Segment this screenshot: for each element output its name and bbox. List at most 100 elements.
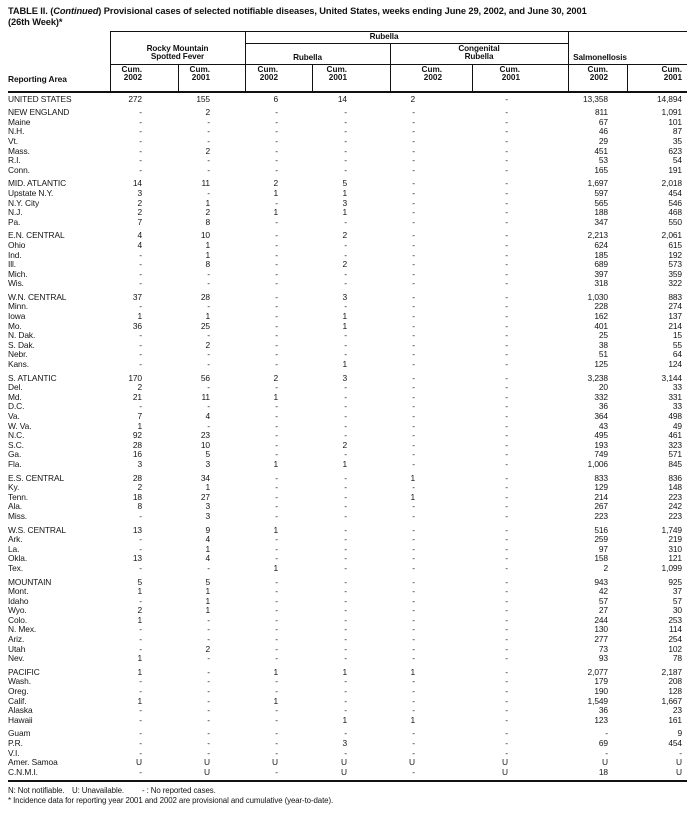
value-cell: - — [275, 728, 278, 739]
value-cell: - — [344, 491, 347, 502]
value-cell: - — [275, 216, 278, 227]
value-cell: 2 — [137, 605, 142, 616]
value-cell: - — [412, 259, 415, 270]
reporting-area-cell: MOUNTAIN — [8, 576, 52, 587]
value-cell: 3 — [205, 458, 210, 469]
value-cell: 1 — [273, 695, 278, 706]
value-cell: 359 — [668, 268, 682, 279]
value-cell: - — [139, 339, 142, 350]
value-cell: - — [344, 391, 347, 402]
value-cell: - — [344, 449, 347, 460]
value-cell: - — [207, 349, 210, 360]
value-cell: - — [207, 301, 210, 312]
value-cell: - — [344, 472, 347, 483]
value-cell: - — [412, 291, 415, 302]
table-row: Minn. - - - - - - 228 274 — [8, 302, 687, 312]
value-cell: - — [275, 107, 278, 118]
reporting-area-cell: UNITED STATES — [8, 93, 72, 104]
value-cell: - — [412, 216, 415, 227]
table-row: Mo. 36 25 - 1 - - 401 214 — [8, 320, 687, 332]
value-cell: - — [344, 116, 347, 127]
value-cell: 11 — [201, 391, 211, 402]
value-cell: - — [344, 382, 347, 393]
value-cell: 4 — [205, 553, 210, 564]
value-cell: 833 — [594, 472, 608, 483]
reporting-area-cell: Idaho — [8, 595, 29, 606]
value-cell: - — [505, 411, 508, 421]
value-cell: 1 — [205, 605, 210, 616]
value-cell: 36 — [132, 320, 142, 331]
value-cell: - — [207, 126, 210, 137]
value-cell: - — [207, 747, 210, 758]
value-cell: 51 — [598, 349, 608, 360]
value-cell: 28 — [132, 439, 142, 450]
table-row: Amer. Samoa U U U U U U U U — [8, 758, 687, 768]
value-cell: - — [207, 676, 210, 687]
value-cell: - — [207, 164, 210, 175]
reporting-area-cell: Guam — [8, 728, 31, 739]
value-cell: - — [412, 401, 415, 412]
value-cell: - — [275, 311, 278, 322]
value-cell: - — [344, 330, 347, 341]
value-cell: - — [344, 728, 347, 739]
value-cell: U — [272, 757, 278, 768]
value-cell: 11 — [201, 178, 211, 189]
reporting-area-cell: N. Dak. — [8, 330, 36, 341]
value-cell: 8 — [137, 501, 142, 512]
value-cell: - — [344, 339, 347, 350]
value-cell: 318 — [594, 278, 608, 289]
value-cell: 1 — [273, 562, 278, 573]
value-cell: 322 — [668, 278, 682, 289]
value-cell: - — [275, 249, 278, 260]
vertical-rule — [472, 63, 473, 91]
group-salmonellosis-label: Salmonellosis — [573, 52, 627, 62]
value-cell: - — [139, 595, 142, 606]
value-cell: 49 — [672, 420, 682, 431]
title-week-line: (26th Week)* — [8, 16, 63, 27]
value-cell: - — [207, 155, 210, 166]
table-row: Iowa 1 1 - 1 - - 162 137 — [8, 311, 687, 322]
value-cell: - — [505, 714, 508, 725]
value-cell: - — [275, 320, 278, 331]
value-cell: 1 — [205, 197, 210, 208]
value-cell: - — [344, 524, 347, 535]
value-cell: - — [412, 766, 415, 777]
value-cell: - — [344, 278, 347, 289]
value-cell: - — [412, 164, 415, 175]
reporting-area-cell: N.H. — [8, 126, 25, 137]
value-cell: 3,144 — [661, 372, 683, 383]
reporting-area-cell: Amer. Samoa — [8, 757, 58, 768]
value-cell: - — [207, 135, 210, 146]
value-cell: - — [505, 391, 508, 402]
reporting-area-cell: Ky. — [8, 482, 20, 493]
value-cell: - — [505, 178, 508, 189]
value-cell: 223 — [594, 510, 608, 521]
value-cell: 1,549 — [587, 695, 609, 706]
value-cell: 6 — [273, 93, 278, 104]
value-cell: 30 — [672, 605, 682, 616]
value-cell: - — [412, 155, 415, 166]
value-cell: 2 — [137, 482, 142, 493]
reporting-area-cell: NEW ENGLAND — [8, 107, 70, 118]
value-cell: - — [505, 349, 508, 360]
reporting-area-cell: Mo. — [8, 320, 22, 331]
table-row: Vt. - - - - - - 29 35 — [8, 135, 687, 147]
value-cell: 3 — [205, 501, 210, 512]
value-cell: - — [505, 458, 508, 469]
value-cell: 73 — [598, 643, 608, 654]
value-cell: 1 — [137, 586, 142, 597]
value-cell: U — [502, 757, 508, 768]
value-cell: 347 — [594, 216, 608, 227]
value-cell: - — [207, 634, 210, 645]
value-cell: - — [275, 135, 278, 146]
value-cell: 267 — [594, 501, 608, 512]
value-cell: - — [505, 311, 508, 322]
value-cell: - — [344, 145, 347, 156]
value-cell: 1 — [410, 472, 415, 483]
value-cell: - — [275, 401, 278, 412]
value-cell: - — [275, 501, 278, 512]
value-cell: - — [275, 491, 278, 502]
value-cell: - — [412, 586, 415, 597]
vertical-rule — [627, 63, 628, 91]
value-cell: 332 — [594, 391, 608, 402]
